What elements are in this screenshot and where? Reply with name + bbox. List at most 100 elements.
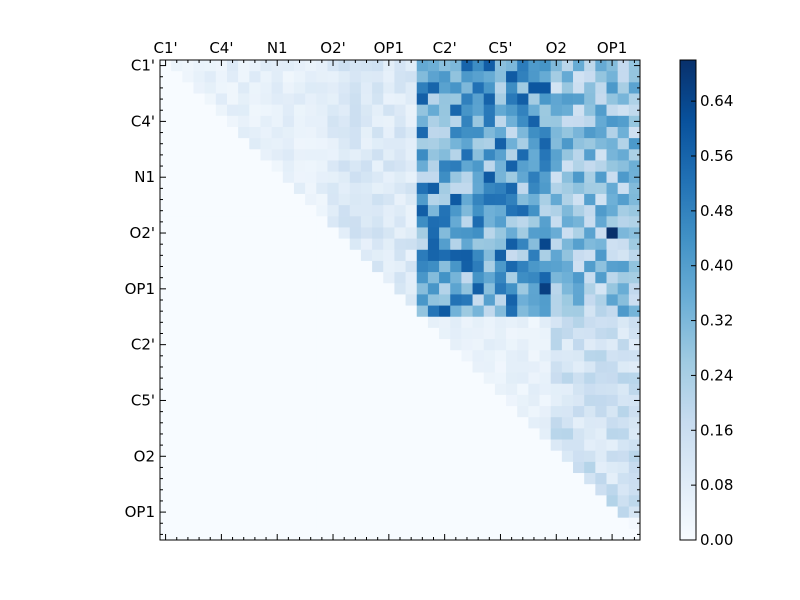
heatmap-cell xyxy=(617,484,630,496)
heatmap-cell xyxy=(595,193,607,206)
heatmap-cell xyxy=(316,82,328,94)
heatmap-cell xyxy=(450,450,462,463)
heatmap-cell xyxy=(506,517,518,530)
heatmap-cell xyxy=(383,227,395,240)
heatmap-cell xyxy=(517,495,529,507)
heatmap-cell xyxy=(171,495,183,507)
heatmap-cell xyxy=(561,238,574,251)
heatmap-cell xyxy=(383,272,395,284)
heatmap-cell xyxy=(305,305,317,318)
heatmap-cell xyxy=(182,283,194,295)
heatmap-cell xyxy=(249,327,261,340)
heatmap-cell xyxy=(550,327,563,340)
heatmap-cell xyxy=(483,305,496,318)
heatmap-cell xyxy=(372,104,384,117)
heatmap-cell xyxy=(439,406,451,418)
heatmap-cell xyxy=(383,316,395,329)
heatmap-cell xyxy=(405,272,418,284)
heatmap-cell xyxy=(595,517,607,530)
heatmap-cell xyxy=(349,249,362,262)
heatmap-cell xyxy=(193,394,206,407)
heatmap-cell xyxy=(271,473,284,485)
heatmap-cell xyxy=(383,283,395,295)
heatmap-cell xyxy=(171,104,183,117)
heatmap-cell xyxy=(260,171,273,184)
heatmap-cell xyxy=(539,461,552,474)
heatmap-cell xyxy=(528,193,540,206)
heatmap-cell xyxy=(215,372,228,385)
heatmap-cell xyxy=(182,115,194,128)
heatmap-cell xyxy=(427,216,440,228)
heatmap-cell xyxy=(171,372,183,385)
heatmap-cell xyxy=(528,439,540,452)
heatmap-cell xyxy=(394,461,406,474)
heatmap-cell xyxy=(327,417,340,429)
heatmap-cell xyxy=(226,506,239,519)
heatmap-cell xyxy=(606,517,619,530)
heatmap-cell xyxy=(204,93,217,106)
heatmap-cell xyxy=(316,484,328,496)
heatmap-cell xyxy=(394,439,406,452)
heatmap-cell xyxy=(316,227,328,240)
heatmap-cell xyxy=(293,495,306,507)
heatmap-cell xyxy=(215,361,228,373)
heatmap-cell xyxy=(238,350,250,362)
heatmap-cell xyxy=(528,138,540,150)
heatmap-cell xyxy=(450,350,462,362)
heatmap-cell xyxy=(550,193,563,206)
heatmap-cell xyxy=(550,484,563,496)
heatmap-cell xyxy=(327,182,340,195)
heatmap-cell xyxy=(215,238,228,251)
heatmap-cell xyxy=(338,327,351,340)
heatmap-cell xyxy=(171,517,183,530)
heatmap-cell xyxy=(282,327,295,340)
heatmap-cell xyxy=(584,383,596,396)
heatmap-cell xyxy=(293,361,306,373)
heatmap-cell xyxy=(182,473,194,485)
heatmap-cell xyxy=(606,339,619,351)
heatmap-cell xyxy=(338,138,351,150)
heatmap-cell xyxy=(450,71,462,83)
heatmap-cell xyxy=(427,238,440,251)
heatmap-cell xyxy=(171,506,183,519)
heatmap-cell xyxy=(226,339,239,351)
heatmap-cell xyxy=(282,60,295,72)
heatmap-cell xyxy=(215,316,228,329)
heatmap-cell xyxy=(450,473,462,485)
heatmap-cell xyxy=(305,450,317,463)
heatmap-cell xyxy=(573,104,585,117)
heatmap-cell xyxy=(584,528,596,541)
heatmap-cell xyxy=(405,216,418,228)
heatmap-cell xyxy=(483,60,496,72)
heatmap-cell xyxy=(160,104,172,117)
heatmap-cell xyxy=(405,60,418,72)
heatmap-cell xyxy=(349,104,362,117)
heatmap-cell xyxy=(561,260,574,273)
heatmap-cell xyxy=(293,82,306,94)
heatmap-cell xyxy=(506,383,518,396)
heatmap-cell xyxy=(472,205,485,217)
heatmap-cell xyxy=(439,249,451,262)
heatmap-cell xyxy=(182,216,194,228)
heatmap-cell xyxy=(282,305,295,318)
heatmap-cell xyxy=(338,372,351,385)
heatmap-cell xyxy=(405,249,418,262)
heatmap-cell xyxy=(461,528,473,541)
heatmap-cell xyxy=(204,149,217,161)
heatmap-cell xyxy=(182,82,194,94)
heatmap-cell xyxy=(517,305,529,318)
heatmap-cell xyxy=(160,461,172,474)
heatmap-cell xyxy=(628,439,641,452)
heatmap-cell xyxy=(349,82,362,94)
heatmap-cell xyxy=(193,82,206,94)
heatmap-cell xyxy=(383,205,395,217)
heatmap-cell xyxy=(483,339,496,351)
heatmap-cell xyxy=(383,216,395,228)
heatmap-cell xyxy=(461,394,473,407)
heatmap-cell xyxy=(483,82,496,94)
heatmap-cell xyxy=(416,182,429,195)
heatmap-cell xyxy=(282,272,295,284)
heatmap-cell xyxy=(628,126,641,139)
heatmap-cell xyxy=(160,473,172,485)
